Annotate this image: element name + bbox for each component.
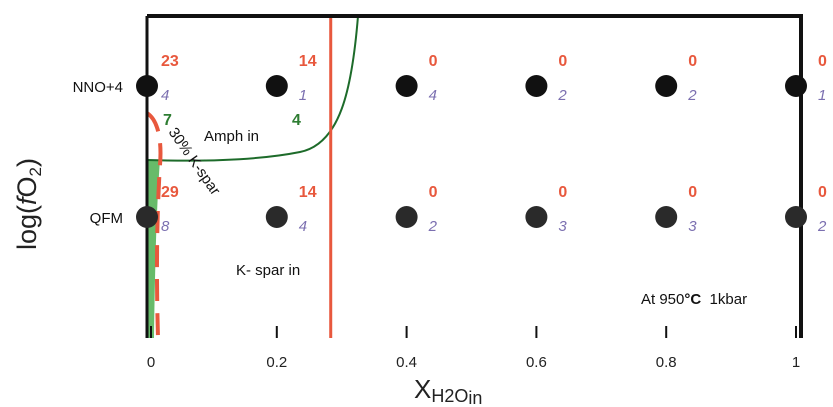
y-tick-label: QFM	[90, 210, 123, 227]
kspar-30-percent-boundary-line	[147, 111, 163, 338]
index-label: 3	[688, 218, 697, 235]
conditions-label: At 950°C 1kbar	[641, 291, 747, 308]
amph-in-boundary-line	[147, 16, 359, 162]
x-tick-label: 1	[792, 354, 800, 371]
index-label: 4	[429, 87, 437, 104]
x-tick-label: 0.8	[656, 354, 677, 371]
x-axis-title: XH2Oin	[414, 374, 482, 407]
x-tick-label: 0.4	[396, 354, 417, 371]
green-count-label: 7	[163, 112, 172, 129]
index-label: 2	[557, 87, 567, 104]
index-label: 2	[428, 218, 438, 235]
index-label: 4	[299, 218, 307, 235]
data-point	[525, 206, 548, 228]
y-axis-title: log(fO2)	[12, 158, 45, 250]
data-point	[655, 75, 678, 97]
index-label: 3	[558, 218, 567, 235]
y-tick-label: NNO+4	[73, 79, 123, 96]
count-label: 0	[429, 184, 438, 201]
count-label: 0	[429, 53, 438, 70]
data-point	[136, 206, 158, 228]
data-point	[395, 75, 418, 97]
data-point	[265, 75, 288, 97]
data-point	[785, 206, 807, 228]
index-label: 2	[817, 218, 827, 235]
data-point	[395, 206, 418, 228]
index-label: 1	[299, 87, 307, 104]
count-label: 23	[161, 53, 179, 70]
index-label: 1	[818, 87, 826, 104]
data-point	[265, 206, 288, 228]
index-label: 4	[161, 87, 169, 104]
count-label: 0	[818, 184, 827, 201]
count-label: 0	[688, 184, 697, 201]
x-tick-label: 0.6	[526, 354, 547, 371]
data-point	[136, 75, 158, 97]
data-point	[785, 75, 807, 97]
plot-frame	[147, 14, 803, 338]
amph-in-label: Amph in	[204, 128, 259, 145]
count-label: 29	[161, 184, 179, 201]
count-label: 14	[299, 184, 317, 201]
count-label: 0	[688, 53, 697, 70]
count-label: 0	[558, 53, 567, 70]
data-point	[525, 75, 548, 97]
count-label: 0	[818, 53, 827, 70]
x-tick-label: 0	[147, 354, 155, 371]
data-point	[655, 206, 678, 228]
kspar-in-label: K- spar in	[236, 262, 300, 279]
index-label: 8	[161, 218, 170, 235]
green-shaded-region	[147, 160, 160, 338]
x-tick-label: 0.2	[266, 354, 287, 371]
count-label: 14	[299, 53, 317, 70]
green-count-label: 4	[292, 112, 301, 129]
count-label: 0	[558, 184, 567, 201]
index-label: 2	[687, 87, 697, 104]
